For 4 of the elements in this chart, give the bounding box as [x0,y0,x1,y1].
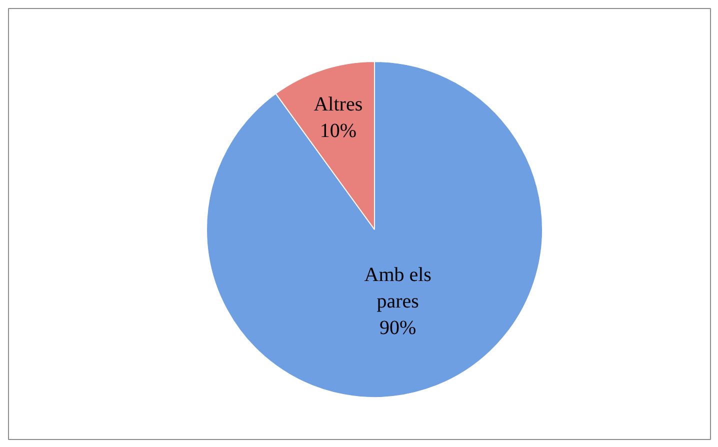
data-label: 10% [320,120,356,142]
slice-label: Amb els pares [364,264,432,312]
slice-label: Altres [314,93,363,116]
data-label: 90% [380,316,416,339]
